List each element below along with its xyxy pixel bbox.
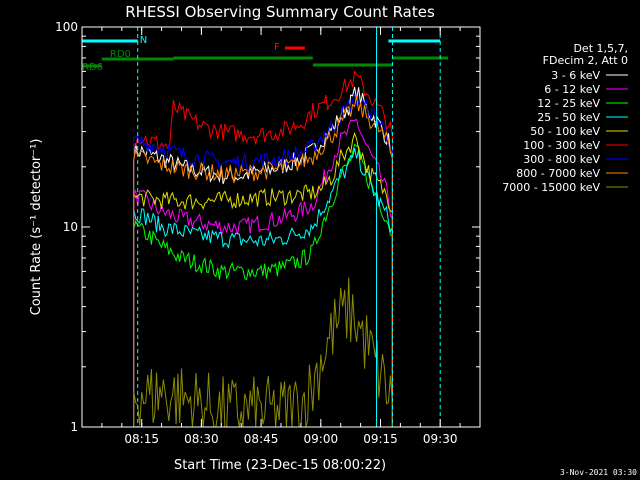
legend-label: 12 - 25 keV [537,97,600,110]
series-7 [133,93,393,427]
legend-label: 25 - 50 keV [537,111,600,124]
x-tick-label: 08:30 [184,432,219,446]
legend-label: 7000 - 15000 keV [502,181,600,194]
y-tick-label: 10 [63,220,78,234]
legend-header: FDecim 2, Att 0 [543,54,628,67]
annotation-label: N [140,35,147,46]
annotation-label: RD0 [110,49,131,60]
x-tick-label: 08:15 [124,432,159,446]
legend-label: 3 - 6 keV [551,69,600,82]
x-tick-label: 09:00 [304,432,339,446]
chart-title: RHESSI Observing Summary Count Rates [125,3,435,21]
legend-label: 800 - 7000 keV [516,167,600,180]
annotation-f: F [274,42,305,53]
legend-header: Det 1,5,7, [573,42,628,55]
footer-timestamp: 3-Nov-2021 03:30 [560,468,637,477]
x-tick-label: 09:30 [423,432,458,446]
axes-layer: 08:15 08:30 08:45 09:00 09:15 09:30 1 10 100 [55,20,481,446]
x-tick-label: 09:15 [363,432,398,446]
annotation-label: RD6 [82,62,103,73]
series-line [133,143,393,427]
x-axis-label: Start Time (23-Dec-15 08:00:22) [174,458,386,473]
series-5 [133,131,393,427]
series-line [133,277,393,428]
annotation-layer: N F RD0 RD6 [82,27,449,427]
plot-frame [81,26,481,428]
series-2 [133,118,393,427]
legend-label: 50 - 100 keV [530,125,600,138]
series-6 [133,70,393,427]
annotation-n: N [82,35,441,46]
series-line [133,95,393,427]
legend-label: 6 - 12 keV [544,83,600,96]
series-4 [133,148,393,427]
y-tick-label: 1 [70,420,78,434]
annotation-label: F [274,42,280,53]
series-line [133,93,393,427]
series-line [133,70,393,427]
annotation-rd6: RD6 [82,62,103,73]
series-line [133,118,393,427]
series-line [133,148,393,427]
x-tick-label: 08:45 [244,432,279,446]
series-line [133,131,393,427]
series-8 [133,95,393,427]
series-layer [133,70,393,428]
series-3 [133,143,393,427]
y-axis-label: Count Rate (s⁻¹ detector⁻¹) [29,139,44,316]
series-9 [133,277,393,428]
legend-label: 300 - 800 keV [523,153,600,166]
legend-label: 100 - 300 keV [523,139,600,152]
y-tick-label: 100 [55,20,78,34]
